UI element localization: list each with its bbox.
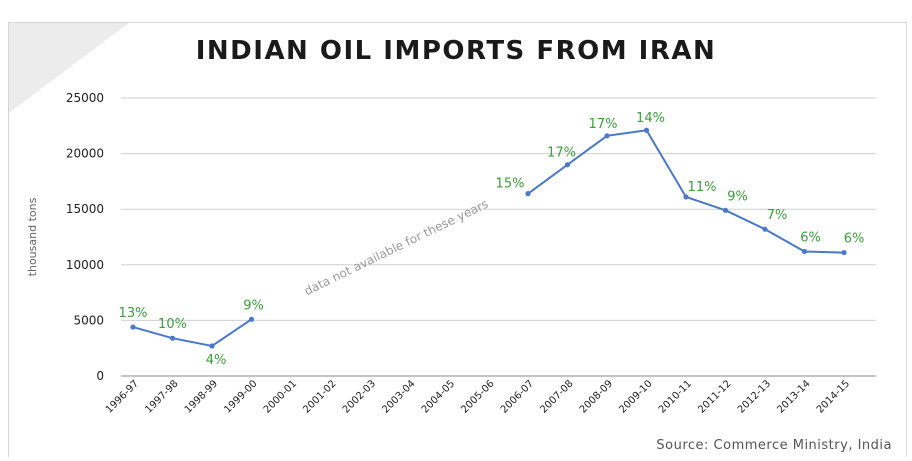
x-tick-label: 2004-05 (420, 378, 457, 415)
data-label: 17% (589, 117, 618, 132)
data-point (683, 194, 689, 200)
x-tick-label: 1999-00 (222, 378, 259, 415)
data-label: 13% (119, 306, 148, 321)
data-labels: 13% 10% 4% 9% 15% 17% 17% 14% 11% 9% 7% 6% 6% (119, 111, 865, 368)
x-tick-label: 2003-04 (380, 378, 417, 415)
x-tick-label: 2001-02 (301, 378, 338, 415)
data-point (130, 324, 136, 330)
data-label: 4% (206, 353, 227, 368)
data-point (209, 343, 215, 349)
x-tick-label: 2010-11 (657, 378, 694, 415)
data-label: 14% (636, 111, 665, 126)
chart-title: INDIAN OIL IMPORTS FROM IRAN (195, 36, 717, 66)
y-tick-label: 10000 (66, 258, 104, 272)
x-tick-label: 2013-14 (775, 378, 812, 415)
x-tick-label: 1997-98 (143, 378, 180, 415)
y-tick-label: 5000 (73, 313, 104, 327)
series-line (132, 318, 253, 348)
grid-lines (121, 97, 876, 377)
x-tick-label: 2006-07 (499, 378, 536, 415)
data-point (564, 162, 571, 168)
data-point (722, 207, 729, 213)
x-tick-label: 2005-06 (459, 378, 496, 415)
y-tick-label: 25000 (66, 91, 104, 105)
data-label: 11% (688, 180, 717, 195)
x-tick-label: 2014-15 (815, 378, 852, 415)
data-label: 15% (496, 177, 525, 192)
y-tick-label: 15000 (66, 202, 104, 216)
chart-frame (8, 22, 907, 457)
data-label: 10% (158, 317, 187, 332)
x-tick-label: 2011-12 (696, 378, 733, 415)
x-tick-label: 2008-09 (578, 378, 615, 415)
data-point (762, 226, 768, 232)
missing-data-annotation: data not available for these years (302, 197, 490, 298)
data-label: 6% (844, 232, 865, 247)
data-label: 9% (243, 298, 264, 313)
data-label: 6% (800, 230, 821, 245)
data-label: 7% (767, 208, 788, 223)
data-point (248, 316, 255, 322)
x-tick-label: 2012-13 (736, 378, 773, 415)
series-lines (132, 129, 845, 348)
data-point (525, 191, 531, 197)
x-tick-label: 2007-08 (538, 378, 575, 415)
x-tick-label: 1998-99 (183, 378, 220, 415)
x-tick-label: 2009-10 (617, 378, 654, 415)
data-point (169, 335, 176, 341)
corner-decoration (9, 23, 129, 113)
data-point (604, 133, 610, 139)
y-tick-labels: 0 5000 10000 15000 20000 25000 (66, 91, 104, 383)
data-label: 17% (547, 146, 576, 161)
data-point (643, 127, 650, 133)
x-tick-label: 1996-97 (104, 378, 141, 415)
y-tick-label: 0 (96, 369, 104, 383)
data-label: 9% (727, 189, 748, 204)
x-tick-label: 2000-01 (262, 378, 299, 415)
data-points (130, 127, 847, 349)
data-point (841, 249, 847, 256)
y-axis-label: thousand tons (26, 197, 39, 276)
x-tick-label: 2002-03 (341, 378, 378, 415)
x-tick-labels: 1996-97 1997-98 1998-99 1999-00 2000-01 2001-… (104, 378, 852, 415)
source-note: Source: Commerce Ministry, India (656, 438, 892, 453)
y-tick-label: 20000 (66, 147, 104, 161)
data-point (801, 248, 808, 255)
